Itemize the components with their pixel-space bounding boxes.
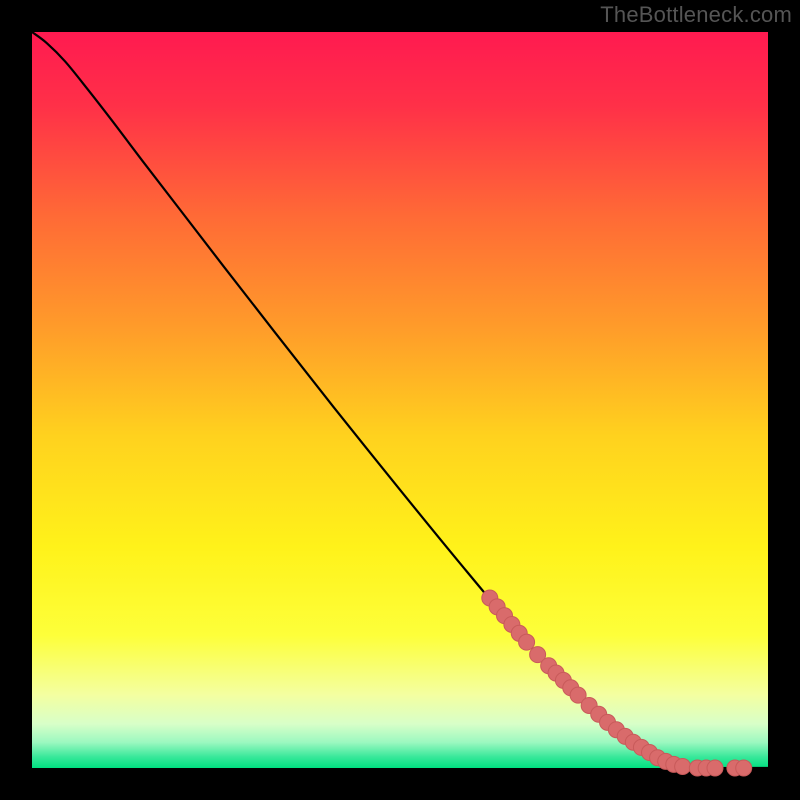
plot-background xyxy=(32,32,768,768)
data-marker xyxy=(736,760,752,776)
data-marker xyxy=(519,634,535,650)
bottleneck-chart xyxy=(0,0,800,800)
watermark-text: TheBottleneck.com xyxy=(600,2,792,28)
data-marker xyxy=(707,760,723,776)
data-marker xyxy=(675,759,691,775)
chart-container: TheBottleneck.com xyxy=(0,0,800,800)
